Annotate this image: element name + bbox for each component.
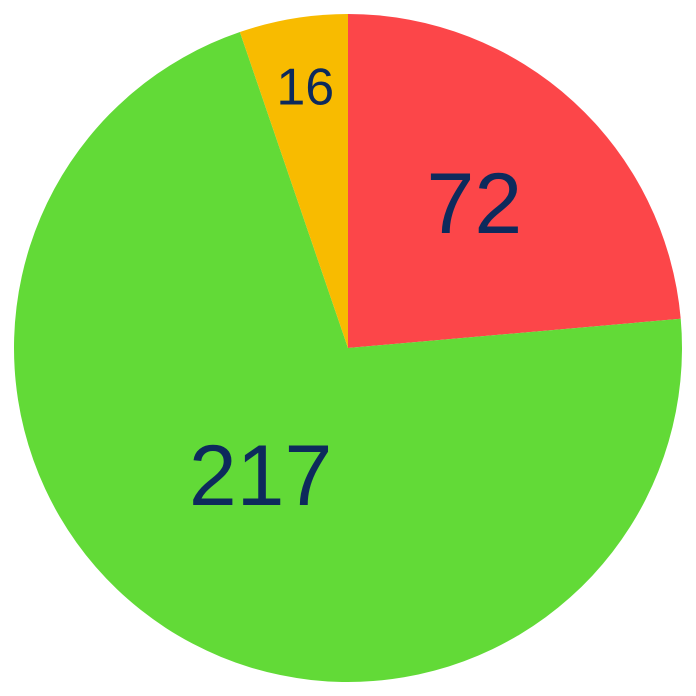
pie-data-label-16: 16: [276, 59, 334, 117]
pie-data-label-217: 217: [189, 428, 333, 524]
pie-slice-16: [239, 14, 348, 348]
pie-slices: [13, 14, 682, 682]
pie-labels: 72 217 16: [189, 59, 522, 524]
pie-slice-217: [13, 31, 682, 682]
pie-slice-72: [348, 14, 681, 348]
pie-data-label-72: 72: [427, 156, 523, 252]
